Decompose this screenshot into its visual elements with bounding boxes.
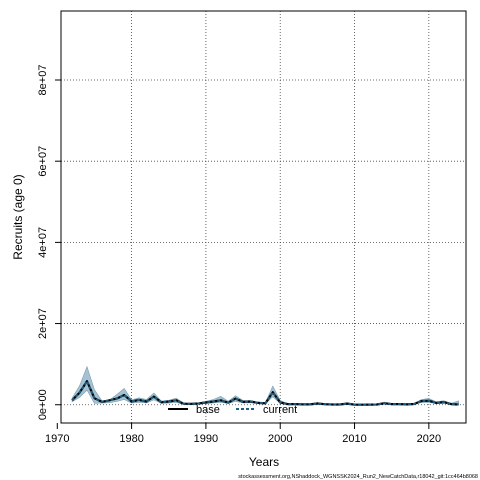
x-tick-label: 1990 — [194, 433, 218, 445]
y-tick-label: 8e+07 — [37, 65, 49, 96]
y-tick-label: 6e+07 — [37, 146, 49, 177]
x-axis-title: Years — [249, 455, 279, 469]
legend: base current — [168, 404, 297, 416]
y-tick-label: 2e+07 — [37, 308, 49, 339]
y-tick-label: 0e+00 — [37, 389, 49, 420]
x-tick-label: 1970 — [45, 433, 69, 445]
x-axis-ticks: 1970 1980 1990 2000 2010 2020 — [45, 423, 441, 445]
legend-base-label: base — [196, 404, 220, 416]
x-tick-label: 2020 — [417, 433, 441, 445]
x-tick-label: 1980 — [119, 433, 143, 445]
footer-source-text: stockassessment.org,NShaddock_WGNSSK2024… — [238, 474, 478, 480]
x-tick-label: 2010 — [342, 433, 366, 445]
plot-frame — [60, 10, 467, 424]
y-axis-title: Recruits (age 0) — [11, 174, 25, 259]
x-tick-label: 2000 — [268, 433, 292, 445]
series-line-current — [71, 380, 459, 406]
series-lines — [71, 380, 459, 406]
y-tick-label: 4e+07 — [37, 227, 49, 258]
legend-current-label: current — [263, 404, 297, 416]
y-axis-ticks: 0e+00 2e+07 4e+07 6e+07 8e+07 — [37, 65, 61, 420]
